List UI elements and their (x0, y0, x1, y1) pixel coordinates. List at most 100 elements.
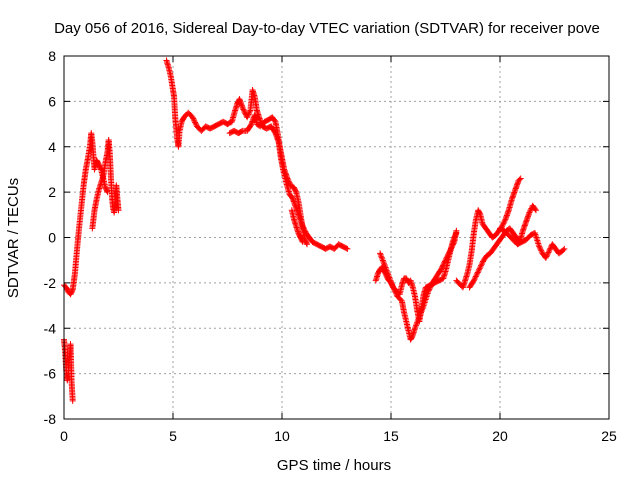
y-tick-label: -6 (44, 366, 57, 382)
data-point (377, 251, 384, 258)
data-point (380, 258, 387, 265)
data-point (428, 282, 435, 289)
data-point (286, 179, 293, 186)
x-tick-label: 15 (383, 428, 399, 444)
data-point (414, 318, 421, 325)
data-point (379, 256, 386, 263)
data-point (191, 118, 198, 125)
data-point (448, 244, 455, 251)
data-point (426, 286, 433, 293)
data-point (532, 206, 539, 213)
data-point (388, 278, 394, 285)
data-point (445, 250, 452, 257)
data-point (377, 250, 384, 257)
data-point (397, 296, 404, 303)
data-point (527, 208, 534, 215)
x-tick-label: 0 (60, 428, 68, 444)
data-point (417, 311, 424, 318)
data-point (343, 245, 350, 252)
data-point (536, 243, 543, 250)
data-point (384, 270, 391, 277)
data-point (418, 308, 425, 315)
data-point (240, 106, 247, 113)
y-tick-label: 8 (48, 48, 56, 64)
data-point (378, 253, 385, 260)
data-point (532, 207, 539, 214)
x-tick-label: 25 (601, 428, 617, 444)
data-point (536, 244, 543, 251)
data-point (471, 276, 478, 283)
data-point (543, 253, 550, 260)
data-point (391, 287, 398, 294)
x-axis-label: GPS time / hours (277, 457, 391, 474)
data-point (386, 275, 393, 282)
data-point (192, 119, 199, 126)
data-point (450, 240, 457, 247)
data-point (192, 120, 199, 127)
data-point (419, 306, 426, 313)
data-point (411, 325, 418, 332)
data-point (416, 313, 423, 320)
data-point (473, 272, 480, 279)
y-tick-label: -2 (44, 275, 57, 291)
data-point (382, 263, 389, 270)
data-point (438, 264, 445, 271)
data-point (538, 247, 545, 254)
data-point (439, 263, 446, 270)
data-point (383, 265, 390, 272)
data-point (425, 287, 432, 294)
data-point (478, 261, 485, 268)
data-point (443, 254, 450, 261)
data-point (344, 245, 351, 252)
data-point (517, 175, 524, 182)
data-point (474, 270, 481, 277)
data-point (440, 262, 447, 269)
data-point (446, 249, 453, 256)
data-point (475, 268, 482, 275)
data-point (537, 246, 544, 253)
data-point (246, 108, 253, 115)
data-point (245, 111, 252, 118)
data-point (453, 227, 460, 234)
data-point (476, 210, 483, 217)
data-point (390, 285, 397, 292)
data-point (379, 257, 386, 264)
data-point (447, 246, 454, 253)
data-point (392, 288, 399, 295)
x-tick-label: 5 (169, 428, 177, 444)
data-point (415, 316, 422, 323)
data-point (385, 273, 392, 280)
data-point (285, 176, 292, 183)
data-point (542, 254, 549, 261)
data-point (527, 206, 534, 213)
data-point (425, 288, 432, 295)
y-axis-label: SDTVAR / TECUs (5, 178, 22, 298)
y-tick-label: 6 (48, 93, 56, 109)
data-point (474, 269, 481, 276)
data-point (516, 176, 523, 183)
data-point (115, 207, 122, 214)
data-point (386, 274, 393, 281)
data-point (383, 267, 390, 274)
data-point (246, 110, 253, 117)
data-point (561, 245, 568, 252)
data-point (478, 262, 485, 269)
data-point (413, 320, 420, 327)
data-point (292, 187, 299, 194)
data-point (104, 187, 111, 194)
data-point (416, 312, 423, 319)
data-point (448, 245, 455, 252)
data-point (547, 245, 554, 252)
data-point (389, 281, 396, 288)
x-axis-ticks: 0 5 10 15 20 25 (60, 56, 617, 444)
data-point (389, 282, 396, 289)
data-point (390, 284, 397, 291)
data-point (472, 274, 479, 281)
data-points (61, 57, 568, 404)
data-point (415, 315, 422, 322)
data-point (427, 283, 434, 290)
data-point (444, 252, 451, 259)
data-point (299, 237, 306, 244)
y-axis-ticks: -8 -6 -4 -2 0 2 4 6 8 (44, 48, 609, 427)
